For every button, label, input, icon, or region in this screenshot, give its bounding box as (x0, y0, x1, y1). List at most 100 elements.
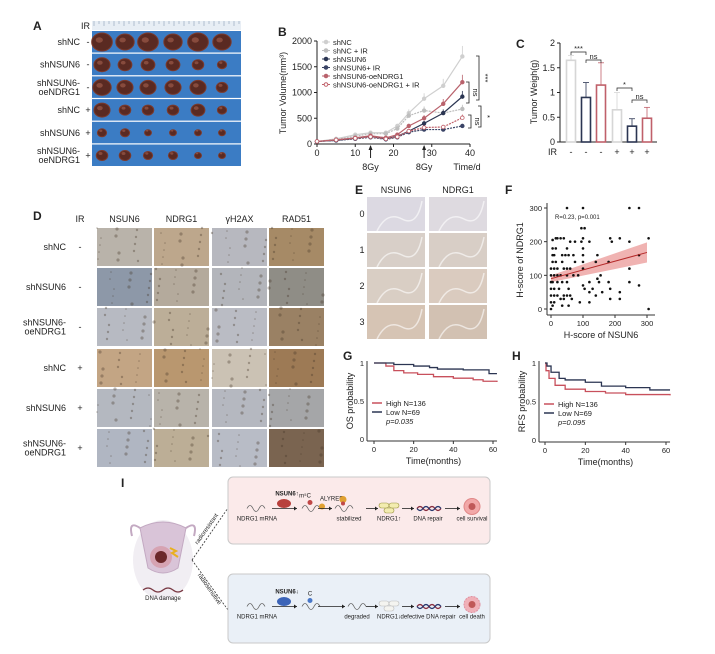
ihc-texture (215, 339, 219, 343)
ihc-image (154, 308, 209, 346)
ihc-texture (240, 274, 242, 276)
radiosensitive-label: radiosensitive (196, 573, 222, 607)
ihc-texture (160, 232, 162, 234)
ihc-texture (161, 263, 163, 265)
ihc-texture (127, 285, 131, 289)
row-label: shNSUN6 (26, 403, 66, 413)
bar (580, 96, 592, 143)
ihc-texture (158, 277, 162, 281)
ihc-texture (310, 228, 314, 232)
x-tick-label: 0 (549, 319, 553, 328)
alyref-icon (339, 496, 347, 503)
scatter-point (573, 240, 577, 243)
ihc-texture (228, 254, 230, 256)
ihc-texture (307, 395, 311, 399)
ihc-texture (168, 311, 172, 315)
x-tick-label: 30 (427, 148, 437, 158)
scatter-point (549, 287, 553, 291)
ihc-texture (278, 313, 282, 317)
ihc-texture (308, 242, 312, 246)
ndrg1-protein-icon (388, 502, 400, 509)
y-tick-label: 200 (529, 238, 542, 247)
ihc-texture (232, 323, 236, 327)
ihc-texture (189, 313, 191, 315)
ihc-texture (99, 244, 101, 246)
tumor (139, 79, 157, 95)
row-label: oeNDRG1 (24, 327, 66, 337)
ihc-texture (317, 429, 321, 433)
y-tick-label: 1 (360, 359, 364, 368)
ihc-texture (107, 438, 109, 440)
row-label: oeNDRG1 (38, 155, 80, 165)
scatter-point (608, 287, 612, 291)
ihc-texture (265, 384, 267, 386)
tumor-highlight (145, 152, 149, 155)
ihc-texture (189, 450, 193, 454)
ihc-texture (175, 406, 179, 410)
scatter-point (594, 260, 598, 264)
scatter-point (552, 253, 556, 257)
ir-sign: - (570, 147, 573, 157)
scatter-point (581, 247, 585, 250)
data-point (421, 116, 427, 121)
tumor (118, 150, 132, 161)
ir-sign: - (79, 322, 82, 332)
ihc-texture (150, 418, 152, 420)
ihc-texture (239, 281, 241, 283)
ihc-texture (159, 423, 161, 425)
x-axis-label: Time(months) (406, 456, 461, 466)
ihc-texture (130, 302, 134, 306)
scatter-point (578, 300, 582, 304)
y-tick-label: 0 (532, 436, 536, 445)
ihc-texture (310, 373, 314, 377)
ihc-texture (244, 237, 248, 241)
legend-marker (323, 48, 329, 53)
x-tick-label: 100 (577, 319, 590, 328)
ihc-texture (162, 355, 166, 359)
scatter-point (594, 294, 598, 297)
legend-entry: shNC (333, 38, 352, 47)
ihc-texture (123, 322, 125, 324)
ihc-texture (192, 283, 196, 287)
panel-label-h: H (512, 349, 521, 363)
ihc-image (212, 389, 267, 427)
ir-sign: + (77, 443, 82, 453)
ihc-texture (179, 232, 183, 236)
damaged-dna-icon (142, 587, 184, 593)
ihc-texture (284, 454, 288, 458)
tumor-highlight (141, 37, 149, 43)
data-point (383, 131, 389, 136)
ihc-texture (319, 316, 321, 318)
ihc-texture (148, 394, 150, 396)
tumor-highlight (195, 152, 199, 155)
ihc-texture (255, 448, 259, 452)
ihc-texture (318, 460, 322, 464)
data-point (441, 124, 446, 130)
ihc-texture (97, 404, 99, 406)
nucleus-icon (468, 601, 476, 608)
ihc-texture (281, 437, 285, 441)
outcome-label: cell death (459, 615, 485, 621)
tumor (118, 104, 132, 116)
ihc-image (212, 349, 267, 387)
arrow-head (294, 506, 297, 511)
ir-sign: + (85, 105, 90, 115)
dna-repair-label: defective DNA repair (400, 615, 455, 621)
ihc-texture (114, 418, 118, 422)
ihc-texture (260, 412, 264, 416)
ihc-texture (293, 252, 295, 254)
survival-curve (545, 362, 671, 391)
ihc-texture (309, 380, 313, 384)
ihc-texture (319, 453, 323, 457)
scatter-point (608, 297, 612, 301)
scatter-point (568, 294, 572, 297)
ihc-texture (277, 368, 279, 370)
ihc-texture (258, 388, 262, 392)
ihc-texture (111, 401, 115, 405)
uterus-icon (139, 521, 187, 574)
tumor (190, 103, 206, 117)
scatter-point (567, 287, 570, 291)
ihc-texture (229, 384, 233, 388)
tumor-highlight (120, 60, 126, 65)
scatter-point (588, 240, 591, 243)
